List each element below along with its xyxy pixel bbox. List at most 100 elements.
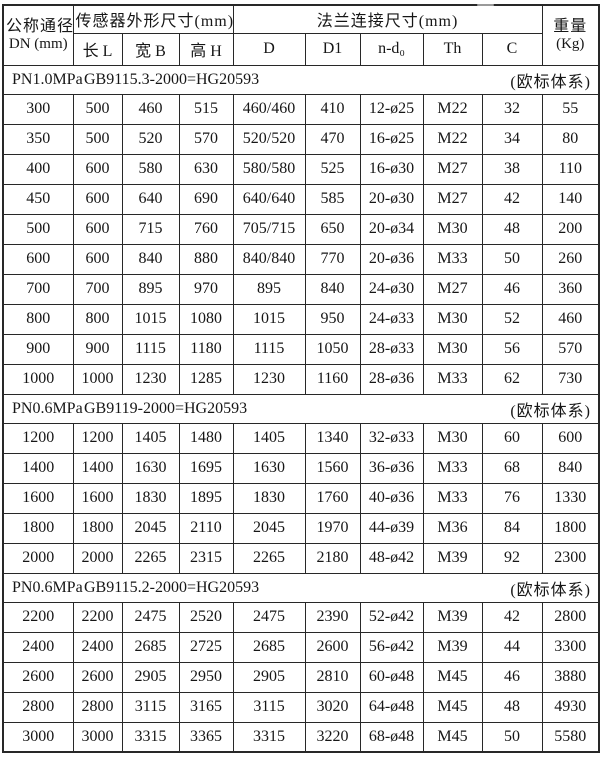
table-cell: M33 <box>422 363 483 395</box>
table-cell: 32-ø33 <box>359 422 424 454</box>
table-row: 600 600 840 880 840/840 770 20-ø36 M33 50 260 <box>2 243 600 275</box>
table-row: 300 500 460 515 460/460 410 12-ø25 M22 32 55 <box>2 93 600 125</box>
table-cell: 520/520 <box>232 123 306 155</box>
table-cell: 1405 <box>121 422 180 454</box>
section-pressure: PN0.6MPa <box>12 399 83 417</box>
table-cell: 895 <box>121 273 180 305</box>
table-cell: 970 <box>178 273 234 305</box>
table-cell: 840 <box>304 273 361 305</box>
table-cell: 42 <box>481 183 543 215</box>
table-cell: 2905 <box>121 661 180 693</box>
table-cell: 600 <box>2 243 74 275</box>
table-cell: M36 <box>422 512 483 544</box>
table-cell: 2725 <box>178 631 234 663</box>
table-cell: 32 <box>481 93 543 125</box>
table-cell: 2200 <box>2 601 74 633</box>
header-nominal-diameter-title: 公称通径 <box>6 18 73 36</box>
column-header: C <box>481 32 543 66</box>
table-cell: 56 <box>481 333 543 365</box>
table-cell: 730 <box>541 363 600 395</box>
table-cell: M45 <box>422 661 483 693</box>
table-cell: 1800 <box>72 512 123 544</box>
table-cell: 580/580 <box>232 153 306 185</box>
table-cell: 520 <box>121 123 180 155</box>
table-cell: 3165 <box>178 691 234 723</box>
table-cell: 1830 <box>232 482 306 514</box>
table-cell: 525 <box>304 153 361 185</box>
table-cell: 470 <box>304 123 361 155</box>
table-cell: 1160 <box>304 363 361 395</box>
table-cell: 48 <box>481 213 543 245</box>
table-cell: 1340 <box>304 422 361 454</box>
table-cell: 68-ø48 <box>359 721 424 753</box>
table-cell: 840 <box>121 243 180 275</box>
table-cell: 1970 <box>304 512 361 544</box>
table-cell: 1200 <box>72 422 123 454</box>
table-cell: 50 <box>481 243 543 275</box>
table-cell: 950 <box>304 303 361 335</box>
table-cell: 1400 <box>72 452 123 484</box>
table-cell: 2300 <box>541 542 600 574</box>
table-cell: 2800 <box>541 601 600 633</box>
table-cell: 28-ø36 <box>359 363 424 395</box>
table-cell: 500 <box>2 213 74 245</box>
table-cell: 350 <box>2 123 74 155</box>
table-cell: 2685 <box>121 631 180 663</box>
table-cell: 1080 <box>178 303 234 335</box>
table-cell: 2315 <box>178 542 234 574</box>
table-cell: 1405 <box>232 422 306 454</box>
table-cell: 1115 <box>232 333 306 365</box>
table-cell: 2400 <box>2 631 74 663</box>
table-cell: M27 <box>422 153 483 185</box>
table-cell: 42 <box>481 601 543 633</box>
table-cell: 1800 <box>541 512 600 544</box>
table-cell: 1800 <box>2 512 74 544</box>
table-cell: 3880 <box>541 661 600 693</box>
table-row: 2200 2200 2475 2520 2475 2390 52-ø42 M39 42 2800 <box>2 601 600 633</box>
table-cell: 1480 <box>178 422 234 454</box>
table-row: 1200 1200 1405 1480 1405 1340 32-ø33 M30 60 600 <box>2 422 600 454</box>
table-cell: 34 <box>481 123 543 155</box>
header-weight-title: 重量 <box>553 18 588 36</box>
table-cell: M33 <box>422 243 483 275</box>
section-standard: GB9119-2000=HG20593 <box>84 399 248 417</box>
table-cell: 20-ø36 <box>359 243 424 275</box>
section-standard: GB9115.3-2000=HG20593 <box>84 70 260 88</box>
table-cell: 3300 <box>541 631 600 663</box>
table-row: 2400 2400 2685 2725 2685 2600 56-ø42 M39 44 3300 <box>2 631 600 663</box>
flange-spec-table: 公称通径 DN (mm) 传感器外形尺寸(mm) 法兰连接尺寸(mm) 重量 (… <box>2 4 600 753</box>
table-cell: 570 <box>178 123 234 155</box>
table-cell: 1050 <box>304 333 361 365</box>
table-cell: 1560 <box>304 452 361 484</box>
table-cell: 62 <box>481 363 543 395</box>
column-header: n-d₀ <box>359 32 424 66</box>
section-row: PN0.6MPa GB9119-2000=HG20593 (欧标体系) <box>2 393 600 424</box>
table-cell: 48-ø42 <box>359 542 424 574</box>
table-cell: 1000 <box>2 363 74 395</box>
table-cell: 630 <box>178 153 234 185</box>
table-cell: M30 <box>422 213 483 245</box>
column-header: D1 <box>304 32 361 66</box>
table-cell: 40-ø36 <box>359 482 424 514</box>
table-cell: 690 <box>178 183 234 215</box>
section-standard: GB9115.2-2000=HG20593 <box>84 578 260 596</box>
table-cell: 1230 <box>232 363 306 395</box>
table-row: 450 600 640 690 640/640 585 20-ø30 M27 42 140 <box>2 183 600 215</box>
table-cell: 60-ø48 <box>359 661 424 693</box>
table-row: 1800 1800 2045 2110 2045 1970 44-ø39 M36 84 1800 <box>2 512 600 544</box>
table-cell: 500 <box>72 93 123 125</box>
table-cell: 2600 <box>72 661 123 693</box>
table-row: 2600 2600 2905 2950 2905 2810 60-ø48 M45 46 3880 <box>2 661 600 693</box>
table-cell: 1000 <box>72 363 123 395</box>
column-header: 高 H <box>178 32 234 66</box>
table-cell: 68 <box>481 452 543 484</box>
table-cell: M27 <box>422 273 483 305</box>
table-cell: M27 <box>422 183 483 215</box>
table-row: 350 500 520 570 520/520 470 16-ø25 M22 34 80 <box>2 123 600 155</box>
table-cell: 1115 <box>121 333 180 365</box>
scan-artifact <box>477 4 494 6</box>
column-header: D <box>232 32 306 66</box>
table-cell: 3115 <box>121 691 180 723</box>
table-cell: 1830 <box>121 482 180 514</box>
table-cell: 1230 <box>121 363 180 395</box>
